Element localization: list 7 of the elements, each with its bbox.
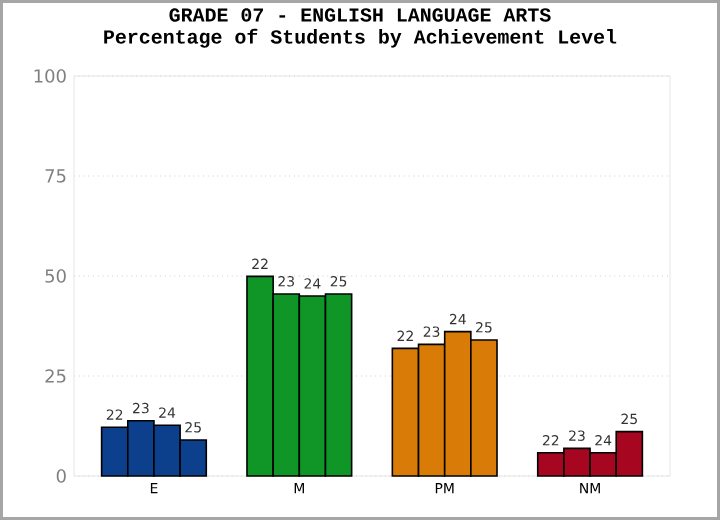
chart-title: GRADE 07 - ENGLISH LANGUAGE ARTS xyxy=(169,8,551,22)
y-tick-label: 50 xyxy=(45,269,66,283)
chart-subtitle: Percentage of Students by Achievement Level xyxy=(104,28,617,48)
y-tick-label: 75 xyxy=(45,169,66,183)
y-tick-label: 25 xyxy=(45,369,66,383)
y-tick-label: 0 xyxy=(56,469,66,483)
y-tick-label: 100 xyxy=(34,69,66,83)
